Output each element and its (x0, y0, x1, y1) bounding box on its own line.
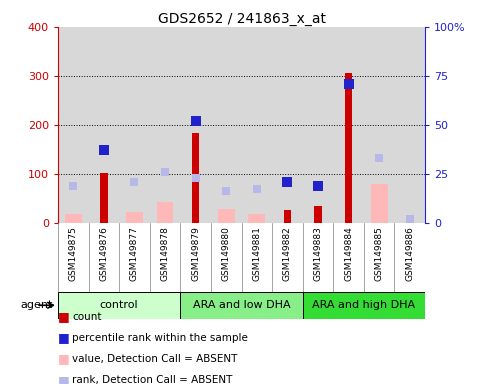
Text: control: control (100, 300, 139, 310)
Text: rank, Detection Call = ABSENT: rank, Detection Call = ABSENT (72, 375, 233, 384)
Text: value, Detection Call = ABSENT: value, Detection Call = ABSENT (72, 354, 238, 364)
Bar (284, 210, 291, 223)
Text: ■: ■ (58, 310, 70, 323)
Text: GSM149881: GSM149881 (252, 226, 261, 281)
Text: percentile rank within the sample: percentile rank within the sample (72, 333, 248, 343)
Text: GSM149883: GSM149883 (313, 226, 323, 281)
Bar (65, 214, 82, 223)
Bar (180, 292, 303, 319)
Text: ■: ■ (58, 374, 70, 384)
Text: GSM149877: GSM149877 (130, 226, 139, 281)
Text: agent: agent (21, 300, 53, 310)
Text: GSM149875: GSM149875 (69, 226, 78, 281)
Bar (303, 292, 425, 319)
Bar (248, 214, 265, 223)
Bar (345, 73, 353, 223)
Text: GSM149885: GSM149885 (375, 226, 384, 281)
Bar (126, 212, 143, 223)
Bar (218, 209, 235, 223)
Text: GSM149884: GSM149884 (344, 226, 353, 281)
Bar (156, 202, 173, 223)
Text: GSM149878: GSM149878 (160, 226, 170, 281)
Title: GDS2652 / 241863_x_at: GDS2652 / 241863_x_at (157, 12, 326, 26)
Bar (371, 184, 387, 223)
Text: count: count (72, 312, 102, 322)
Bar (58, 292, 180, 319)
Text: GSM149882: GSM149882 (283, 226, 292, 281)
Text: GSM149880: GSM149880 (222, 226, 231, 281)
Text: ■: ■ (58, 353, 70, 366)
Bar (314, 205, 322, 223)
Text: GSM149879: GSM149879 (191, 226, 200, 281)
Text: ■: ■ (58, 331, 70, 344)
Text: GSM149886: GSM149886 (405, 226, 414, 281)
Text: ARA and high DHA: ARA and high DHA (313, 300, 415, 310)
Bar (192, 133, 199, 223)
Text: GSM149876: GSM149876 (99, 226, 108, 281)
Bar (100, 173, 108, 223)
Text: ARA and low DHA: ARA and low DHA (193, 300, 290, 310)
